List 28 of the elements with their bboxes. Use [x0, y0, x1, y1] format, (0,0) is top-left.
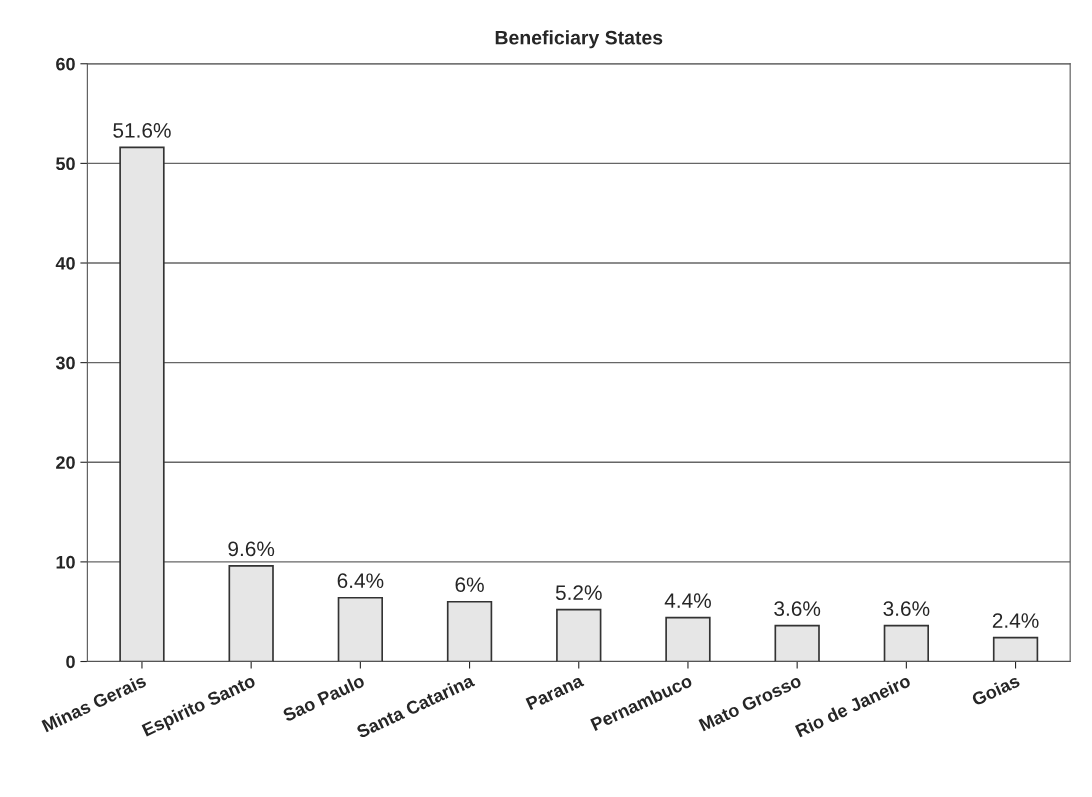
bar [883, 624, 930, 662]
y-tick-label: 40 [55, 256, 75, 270]
x-tick-label: Sao Paulo [281, 673, 366, 722]
data-label: 5.2% [555, 585, 602, 601]
bar [446, 600, 493, 662]
bar [665, 616, 711, 662]
data-label: 51.6% [113, 123, 171, 138]
data-label: 4.4% [664, 593, 711, 608]
y-tick-label: 10 [56, 555, 75, 569]
data-label: 9.6% [228, 541, 275, 557]
bar [228, 565, 274, 662]
data-label: 3.6% [883, 601, 930, 616]
data-label: 6.4% [337, 573, 384, 589]
bar [119, 146, 165, 662]
bar [556, 608, 602, 662]
bar [992, 636, 1039, 662]
y-tick-label: 60 [56, 57, 75, 71]
y-tick-label: 30 [55, 356, 75, 370]
data-label: 2.4% [992, 613, 1039, 628]
bar [337, 596, 384, 662]
bar [774, 624, 820, 662]
x-tick-label: Goias [970, 673, 1021, 707]
y-tick-label: 20 [56, 456, 75, 469]
data-label: 3.6% [774, 601, 821, 616]
y-tick-label: 0 [66, 655, 75, 669]
data-label: 6% [455, 577, 484, 593]
y-tick-label: 50 [56, 157, 75, 171]
chart-title: Beneficiary States [495, 30, 663, 49]
